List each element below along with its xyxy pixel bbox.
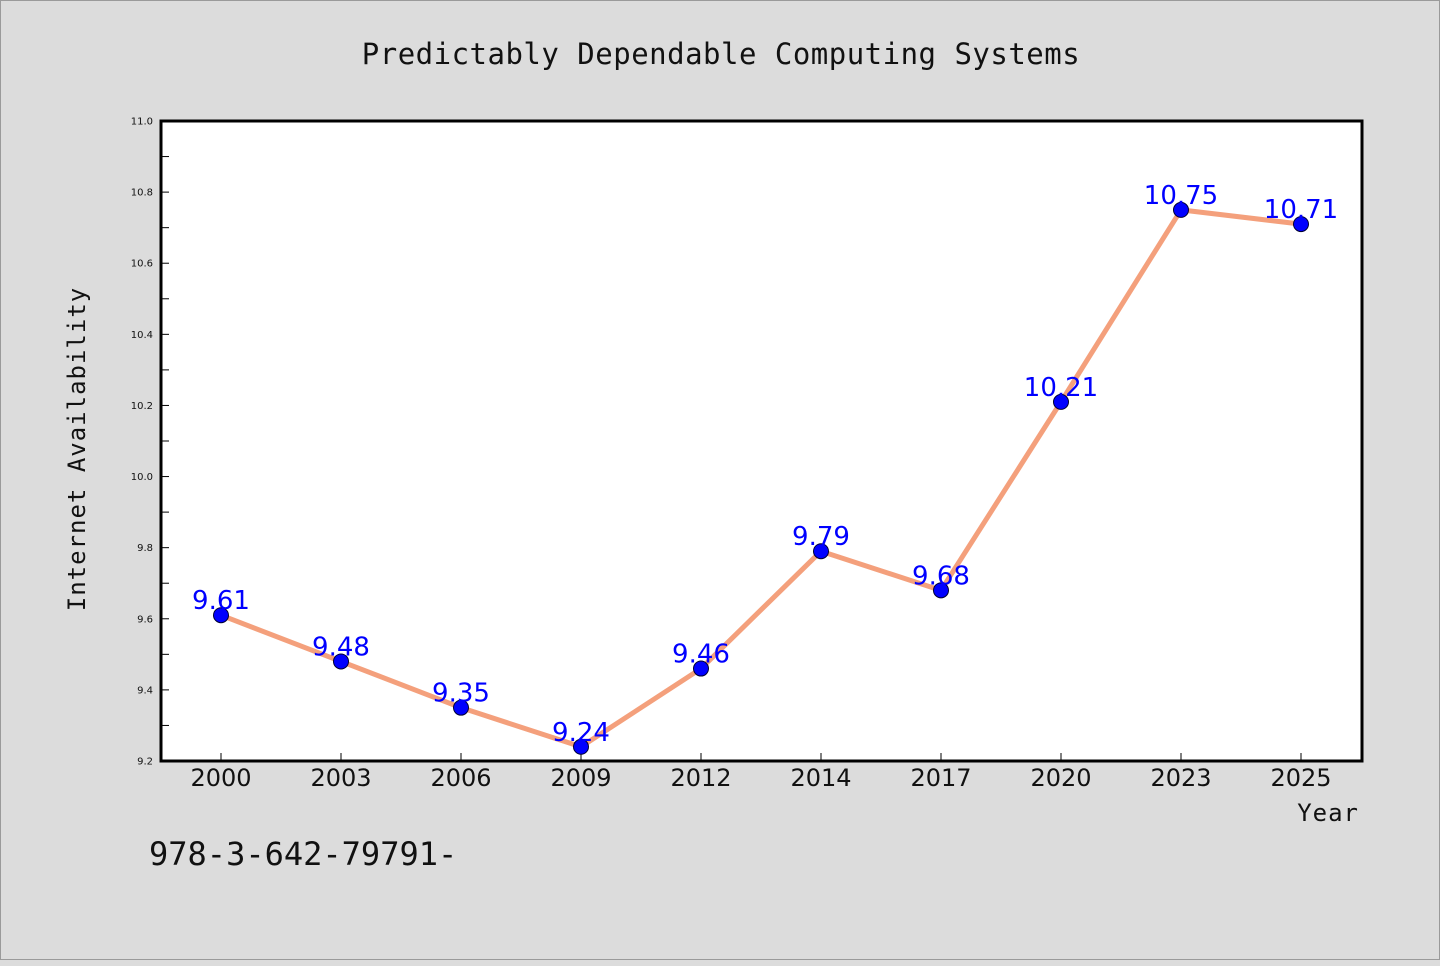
y-tick-label: 10.2 [131,401,153,412]
footer-isbn: 978-3-642-79791- [149,835,457,873]
x-axis-label: Year [1297,799,1359,827]
y-tick-label: 10.6 [131,259,153,270]
x-tick-label: 2003 [310,764,371,792]
data-label: 9.48 [312,632,370,662]
data-label: 9.61 [192,586,250,616]
data-point [333,653,349,670]
x-tick-label: 2017 [910,764,971,792]
chart-title: Predictably Dependable Computing Systems [362,37,1080,71]
series-line [218,207,1304,750]
y-tick-label: 11.0 [131,117,153,128]
x-tick-label: 2023 [1150,764,1211,792]
data-label: 9.46 [672,640,730,670]
y-tick-label: 9.4 [137,685,153,696]
data-label: 10.71 [1264,195,1338,225]
x-tick-label: 2009 [550,764,611,792]
data-point [693,660,709,677]
y-tick-label: 10.0 [131,472,153,483]
y-tick-label: 9.2 [137,757,153,768]
x-tick-label: 2012 [670,764,731,792]
data-label: 10.21 [1024,373,1098,403]
y-axis-ticks: 9.2 9.4 9.6 9.8 10.0 10.2 10.4 10.6 10.8 11.0 [131,117,169,768]
y-axis-label: Internet Availability [63,287,91,611]
data-point [1053,393,1069,410]
data-point [1173,201,1189,218]
data-point [213,607,229,624]
x-axis-ticks: 2000 2003 2006 2009 2012 2014 2017 2020 2023 2025 [190,753,1332,792]
series-line-group [218,207,1304,750]
data-point [573,738,589,755]
x-tick-label: 2000 [190,764,251,792]
data-label: 10.75 [1144,181,1218,211]
data-markers [213,201,1309,755]
data-label: 9.79 [792,522,850,552]
y-tick-label: 9.6 [137,614,153,625]
x-tick-label: 2020 [1030,764,1091,792]
y-tick-label: 10.4 [131,330,153,341]
data-label: 9.35 [432,679,490,709]
x-tick-label: 2014 [790,764,851,792]
data-labels: 9.61 9.48 9.35 9.24 9.46 9.79 9.68 10.21 10.75 10… [192,181,1338,748]
data-point [933,582,949,599]
data-point [813,543,829,560]
x-tick-label: 2025 [1270,764,1331,792]
y-tick-label: 9.8 [137,543,153,554]
data-point [1293,216,1309,233]
data-label: 9.24 [552,718,610,748]
data-point [453,699,469,716]
y-tick-label: 10.8 [131,188,153,199]
plot-area [159,119,1364,763]
data-label: 9.68 [912,561,970,591]
x-tick-label: 2006 [430,764,491,792]
